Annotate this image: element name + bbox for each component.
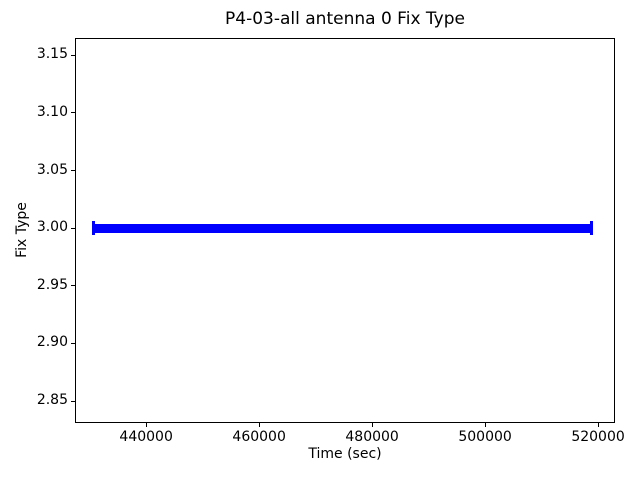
x-tick-mark — [258, 423, 260, 427]
y-tick-label: 2.95 — [36, 276, 68, 293]
y-tick-mark — [71, 342, 75, 344]
y-tick-mark — [71, 285, 75, 287]
x-tick-mark — [484, 423, 486, 427]
x-tick-label: 480000 — [345, 429, 399, 445]
series-end-marker — [590, 221, 594, 236]
series-line — [93, 223, 592, 233]
x-tick-mark — [597, 423, 599, 427]
x-tick-label: 520000 — [571, 429, 625, 445]
x-tick-mark — [145, 423, 147, 427]
x-tick-label: 500000 — [458, 429, 512, 445]
y-tick-label: 2.85 — [36, 392, 68, 409]
y-tick-label: 3.05 — [36, 161, 68, 178]
y-tick-mark — [71, 227, 75, 229]
y-tick-label: 3.15 — [36, 46, 68, 63]
y-tick-mark — [71, 170, 75, 172]
y-tick-label: 3.10 — [36, 103, 68, 120]
y-tick-mark — [71, 54, 75, 56]
x-tick-label: 440000 — [119, 429, 173, 445]
x-tick-mark — [371, 423, 373, 427]
y-tick-label: 2.90 — [36, 334, 68, 351]
y-tick-mark — [71, 112, 75, 114]
y-tick-label: 3.00 — [36, 219, 68, 236]
x-tick-label: 460000 — [232, 429, 286, 445]
series-end-marker — [92, 221, 96, 236]
chart-title: P4-03-all antenna 0 Fix Type — [225, 9, 465, 29]
x-axis-label: Time (sec) — [308, 446, 382, 462]
y-tick-mark — [71, 400, 75, 402]
